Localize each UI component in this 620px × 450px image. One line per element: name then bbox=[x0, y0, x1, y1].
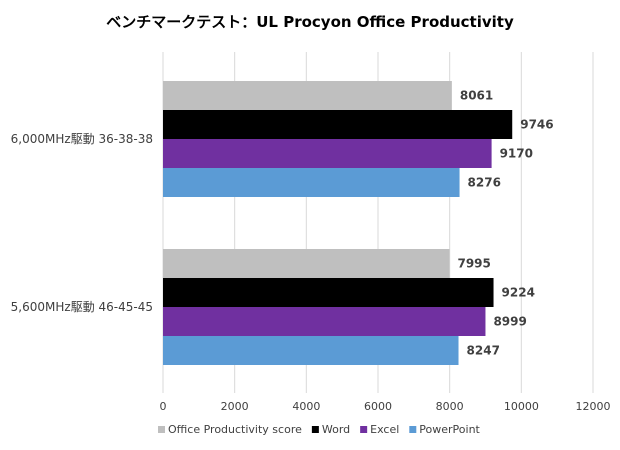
legend-label: PowerPoint bbox=[419, 423, 480, 436]
x-tick-label: 8000 bbox=[436, 400, 464, 413]
chart-title: ベンチマークテスト：UL Procyon Office Productivity bbox=[106, 13, 514, 31]
legend: Office Productivity score Word Excel PowerP… bbox=[158, 423, 481, 436]
legend-swatch bbox=[409, 426, 417, 433]
data-label: 8061 bbox=[460, 89, 493, 103]
data-label: 9224 bbox=[502, 286, 535, 300]
x-tick-label: 0 bbox=[160, 400, 167, 413]
x-tick-label: 12000 bbox=[576, 400, 611, 413]
data-label: 7995 bbox=[457, 257, 490, 271]
legend-label: Word bbox=[322, 423, 350, 436]
labels-layer: 0 2000 4000 6000 8000 10000 12000 6,000MHz駆動 36… bbox=[11, 89, 611, 414]
data-label: 8247 bbox=[467, 344, 500, 358]
bar-excel bbox=[163, 139, 492, 168]
data-label: 9170 bbox=[500, 147, 533, 161]
x-tick-label: 6000 bbox=[364, 400, 392, 413]
data-label: 8999 bbox=[493, 315, 526, 329]
bar-word bbox=[163, 278, 494, 307]
legend-swatch bbox=[311, 426, 319, 433]
bar-office-productivity-score bbox=[163, 249, 450, 278]
bar-powerpoint bbox=[163, 168, 460, 197]
legend-label: Office Productivity score bbox=[168, 423, 302, 436]
bar-excel bbox=[163, 307, 486, 336]
category-label: 5,600MHz駆動 46-45-45 bbox=[11, 300, 153, 314]
legend-swatch bbox=[158, 426, 165, 433]
bar-powerpoint bbox=[163, 336, 459, 365]
bars-layer bbox=[163, 81, 513, 365]
data-label: 8276 bbox=[468, 176, 501, 190]
bar-word bbox=[163, 110, 513, 139]
legend-swatch bbox=[360, 426, 368, 433]
x-tick-label: 10000 bbox=[504, 400, 539, 413]
x-tick-label: 2000 bbox=[221, 400, 249, 413]
legend-label: Excel bbox=[370, 423, 399, 436]
data-label: 9746 bbox=[520, 118, 553, 132]
bar-office-productivity-score bbox=[163, 81, 452, 110]
category-label: 6,000MHz駆動 36-38-38 bbox=[11, 132, 153, 146]
x-tick-label: 4000 bbox=[292, 400, 320, 413]
